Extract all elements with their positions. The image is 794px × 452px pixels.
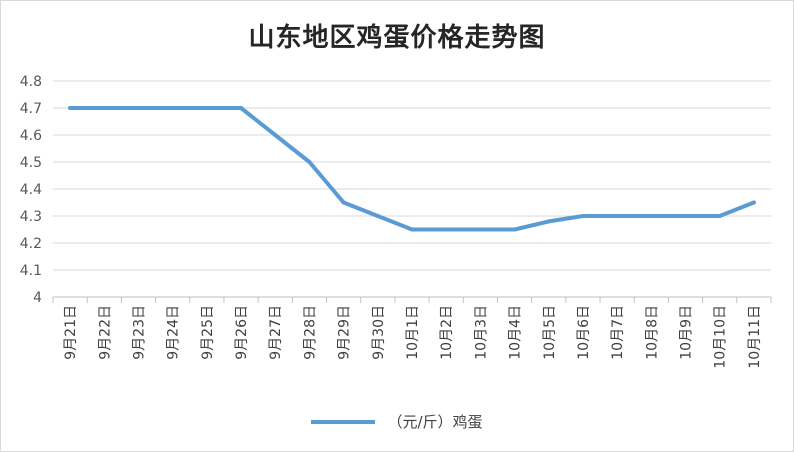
data-point bbox=[307, 160, 312, 164]
x-tick-label: 10月11日 bbox=[747, 305, 763, 369]
data-point bbox=[341, 200, 346, 205]
data-point bbox=[204, 106, 209, 110]
data-point bbox=[546, 219, 551, 224]
x-tick-label: 9月23日 bbox=[131, 305, 147, 360]
x-tick-label: 10月8日 bbox=[644, 305, 660, 360]
x-tick-label: 10月3日 bbox=[473, 305, 489, 360]
y-tick-label: 4.3 bbox=[20, 209, 42, 225]
data-point bbox=[102, 106, 107, 110]
data-point bbox=[683, 214, 688, 218]
x-tick-label: 10月6日 bbox=[576, 305, 592, 360]
x-tick-label: 10月1日 bbox=[405, 305, 421, 360]
legend-label: （元/斤）鸡蛋 bbox=[387, 413, 483, 431]
data-point bbox=[273, 133, 278, 137]
data-point bbox=[410, 227, 414, 232]
data-point bbox=[239, 106, 244, 110]
data-point bbox=[751, 200, 756, 205]
x-tick-label: 9月29日 bbox=[337, 305, 353, 360]
axes bbox=[52, 296, 772, 303]
x-tick-label: 9月28日 bbox=[302, 305, 318, 360]
y-tick-label: 4.8 bbox=[20, 74, 42, 90]
data-point bbox=[717, 214, 722, 218]
chart-title: 山东地区鸡蛋价格走势图 bbox=[248, 23, 546, 53]
x-tick-label: 10月2日 bbox=[439, 305, 455, 360]
x-tick-label: 10月7日 bbox=[610, 305, 626, 360]
y-tick-label: 4.1 bbox=[20, 263, 42, 279]
data-point bbox=[580, 214, 585, 218]
y-tick-label: 4.6 bbox=[20, 128, 42, 144]
gridlines bbox=[53, 80, 771, 271]
x-tick-label: 10月9日 bbox=[679, 305, 695, 360]
tick-labels: 4 4.1 4.2 4.3 4.4 4.5 4.6 4.7 4.8 9月21日 9月22日 9月23日… bbox=[20, 74, 763, 369]
data-point bbox=[375, 214, 380, 218]
data-point bbox=[512, 227, 517, 232]
legend: （元/斤）鸡蛋 bbox=[1, 411, 793, 432]
x-tick-label: 10月5日 bbox=[542, 305, 558, 360]
legend-swatch bbox=[311, 419, 376, 424]
x-tick-label: 10月4日 bbox=[508, 305, 524, 360]
series-layer bbox=[68, 106, 756, 232]
x-tick-label: 9月24日 bbox=[166, 305, 182, 360]
y-tick-label: 4.5 bbox=[20, 155, 42, 171]
data-point bbox=[136, 106, 141, 110]
x-tick-label: 9月22日 bbox=[97, 305, 113, 360]
y-tick-label: 4.2 bbox=[20, 236, 42, 252]
x-tick-label: 9月25日 bbox=[200, 305, 216, 360]
y-tick-label: 4.4 bbox=[20, 182, 42, 198]
data-point bbox=[478, 227, 483, 232]
data-point bbox=[68, 106, 73, 110]
data-point bbox=[444, 227, 449, 232]
x-tick-label: 9月30日 bbox=[371, 305, 387, 360]
series-line bbox=[68, 106, 756, 232]
y-tick-label: 4 bbox=[33, 290, 42, 306]
x-tick-label: 9月26日 bbox=[234, 305, 250, 360]
data-point bbox=[615, 214, 620, 218]
x-tick-label: 9月21日 bbox=[63, 305, 79, 360]
x-tick-label: 10月10日 bbox=[713, 305, 729, 369]
data-point bbox=[170, 106, 175, 110]
data-point bbox=[649, 214, 654, 218]
x-tick-label: 9月27日 bbox=[268, 305, 284, 360]
y-tick-label: 4.7 bbox=[20, 101, 42, 117]
